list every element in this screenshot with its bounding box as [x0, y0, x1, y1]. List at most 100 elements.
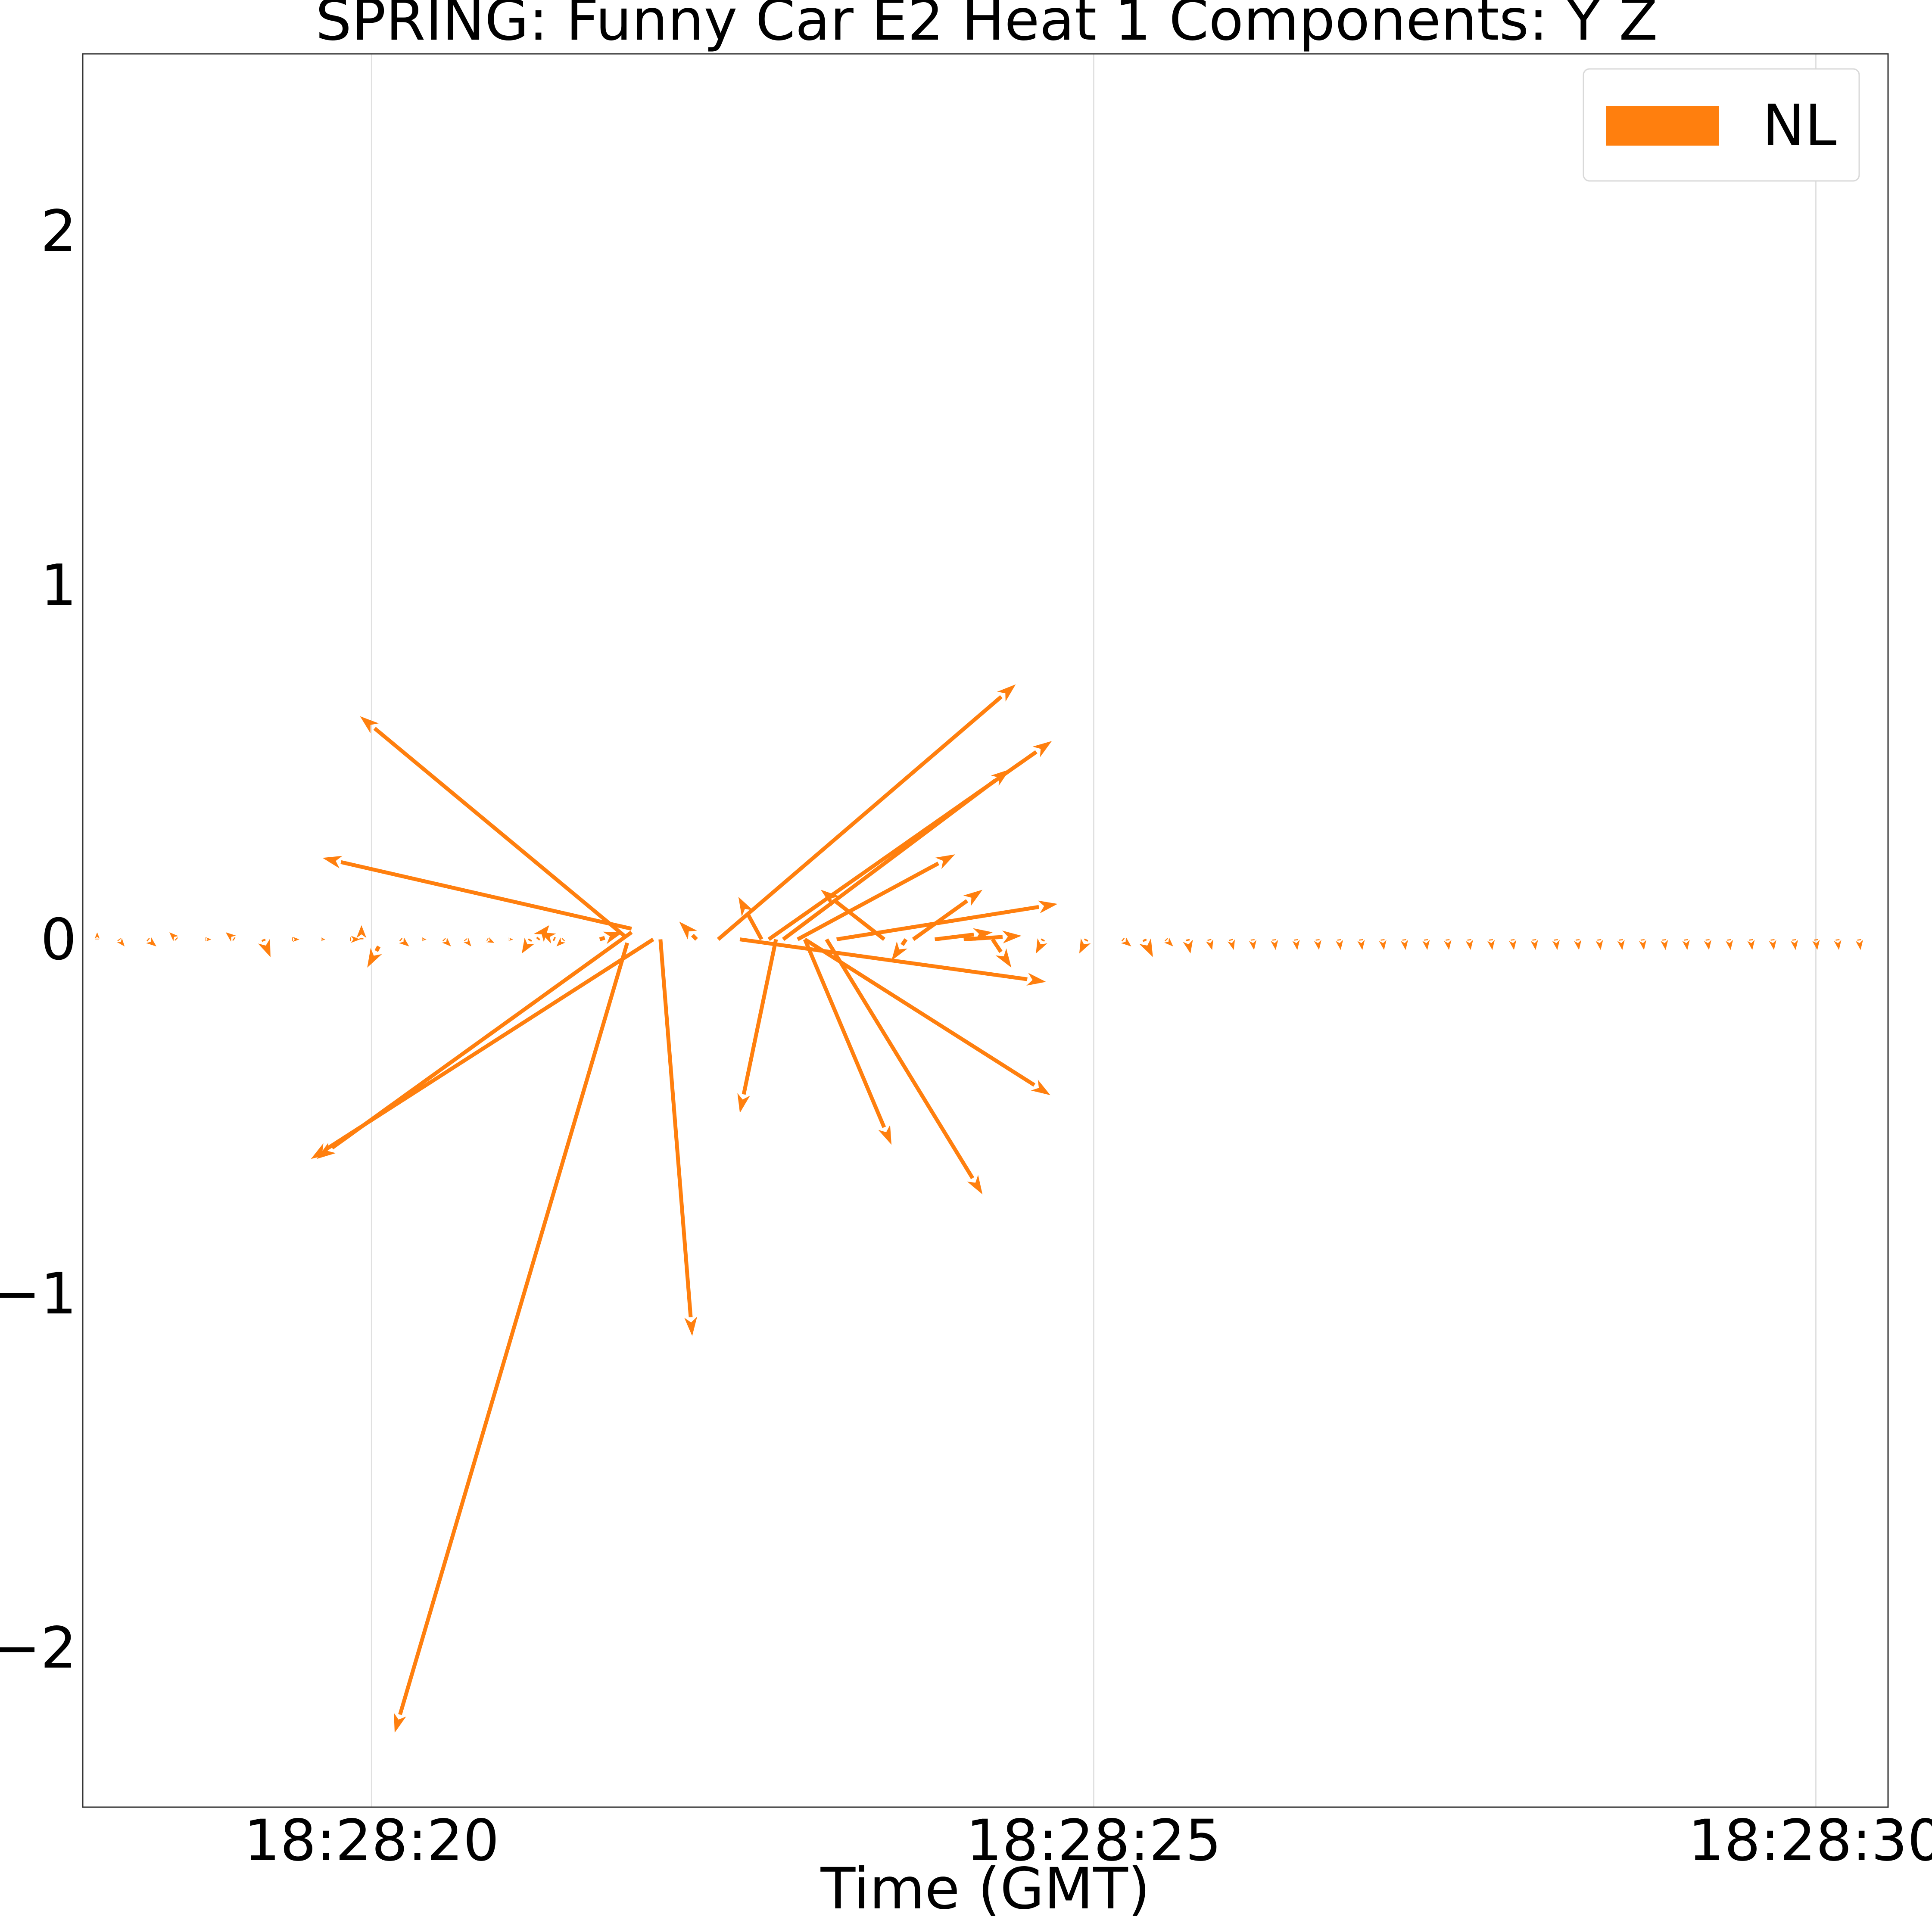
- vector-arrow: [350, 936, 360, 943]
- vector-arrow: [679, 921, 698, 941]
- vector-arrow: [522, 937, 535, 954]
- vector-arrow: [825, 938, 983, 1195]
- vector-arrow: [1812, 939, 1820, 950]
- vector-arrow: [146, 937, 156, 946]
- vector-field: [94, 684, 1863, 1733]
- vector-arrow: [1682, 939, 1690, 950]
- vector-arrow: [1574, 939, 1582, 950]
- legend: NL: [1583, 68, 1860, 182]
- x-tick-label: 18:28:25: [966, 1808, 1222, 1874]
- vector-arrow: [356, 925, 367, 940]
- vector-arrow: [739, 937, 1046, 986]
- vector-arrow: [534, 925, 549, 942]
- vector-arrow: [1595, 939, 1603, 950]
- vector-arrow: [1790, 939, 1798, 950]
- vector-arrow: [442, 937, 451, 946]
- x-tick-label: 18:28:20: [244, 1808, 499, 1874]
- vector-arrow: [1227, 939, 1235, 950]
- y-tick-label: −2: [0, 1615, 77, 1681]
- vector-arrow: [1444, 939, 1452, 950]
- vector-arrow: [258, 938, 271, 957]
- vector-arrow: [1639, 939, 1647, 950]
- vector-arrow: [1855, 939, 1863, 950]
- vector-arrow: [422, 937, 427, 942]
- vector-arrow: [1314, 939, 1321, 950]
- vector-arrow: [1183, 939, 1193, 954]
- vector-arrow: [367, 945, 382, 968]
- vector-arrow: [1552, 939, 1560, 950]
- vector-arrow: [658, 939, 697, 1336]
- vector-arrow: [891, 938, 908, 961]
- vector-arrow: [1292, 939, 1300, 950]
- y-tick-label: −1: [0, 1261, 77, 1327]
- vector-arrow: [1164, 937, 1173, 946]
- vector-arrow: [1139, 938, 1153, 957]
- vector-arrow: [1335, 939, 1343, 950]
- vector-arrow: [399, 937, 409, 946]
- vector-arrow: [540, 932, 556, 944]
- vector-arrow: [963, 930, 1022, 943]
- vector-arrow: [508, 937, 513, 942]
- vector-arrow: [486, 937, 495, 943]
- vector-arrow: [1249, 939, 1257, 950]
- y-tick-label: 1: [41, 552, 77, 619]
- chart-title: SPRING: Funny Car E2 Heat 1 Components: …: [315, 0, 1658, 53]
- legend-label-nl: NL: [1762, 93, 1836, 159]
- vector-arrow: [1487, 939, 1495, 950]
- vector-arrow: [1509, 939, 1517, 950]
- vector-arrow: [311, 937, 654, 1159]
- vector-arrow: [820, 890, 886, 941]
- vector-arrow: [169, 932, 178, 941]
- vector-arrow: [738, 896, 763, 940]
- vector-arrow: [1422, 939, 1430, 950]
- vector-arrow: [1379, 939, 1387, 950]
- y-tick-label: 0: [41, 907, 77, 973]
- y-axis-ticks: 2 1 0 −1 −2: [0, 198, 77, 1681]
- vector-arrow: [797, 854, 955, 941]
- vector-arrow: [1400, 939, 1408, 950]
- vector-arrow: [1079, 938, 1091, 954]
- vector-arrow: [991, 938, 1012, 968]
- vector-arrow: [717, 684, 1016, 941]
- legend-swatch-nl: [1606, 106, 1719, 146]
- vector-arrow: [321, 937, 326, 942]
- vector-arrow: [556, 937, 566, 946]
- vector-arrow: [94, 932, 100, 940]
- vector-arrow: [360, 716, 626, 937]
- x-axis-ticks: 18:28:20 18:28:25 18:28:30: [244, 1808, 1932, 1874]
- vector-arrow: [394, 942, 629, 1733]
- vector-arrow: [1726, 939, 1733, 950]
- vector-arrow: [836, 900, 1058, 941]
- vector-arrow: [782, 769, 1010, 941]
- vector-arrow: [205, 937, 212, 942]
- vector-arrow: [292, 937, 299, 942]
- vector-arrow: [463, 938, 471, 946]
- vector-arrow: [1121, 937, 1131, 946]
- vector-arrow: [804, 937, 1050, 1095]
- vector-arrow: [1769, 939, 1776, 950]
- plot-area-frame: [82, 53, 1889, 1808]
- x-tick-label: 18:28:30: [1688, 1808, 1932, 1874]
- vector-arrow: [1834, 939, 1842, 950]
- vector-arrow: [1704, 939, 1711, 950]
- vector-arrow: [737, 939, 778, 1113]
- vector-arrow: [1747, 939, 1755, 950]
- vector-arrow: [117, 938, 125, 946]
- vector-arrow: [1357, 939, 1365, 950]
- vector-arrow: [912, 890, 983, 941]
- vector-arrow: [599, 931, 623, 944]
- legend-frame: [1583, 68, 1860, 182]
- vector-arrow: [803, 938, 892, 1145]
- y-tick-label: 2: [41, 198, 77, 265]
- vector-arrow: [1271, 939, 1278, 950]
- vector-arrow: [1036, 938, 1047, 954]
- vector-arrow: [1617, 939, 1625, 950]
- vector-arrow: [1206, 939, 1213, 950]
- x-axis-label: Time (GMT): [820, 1856, 1150, 1917]
- vector-arrow: [1465, 939, 1473, 950]
- gridlines: [371, 54, 1817, 1807]
- vector-arrow: [767, 741, 1052, 941]
- vector-arrow: [1661, 939, 1668, 950]
- vector-arrow: [322, 856, 632, 931]
